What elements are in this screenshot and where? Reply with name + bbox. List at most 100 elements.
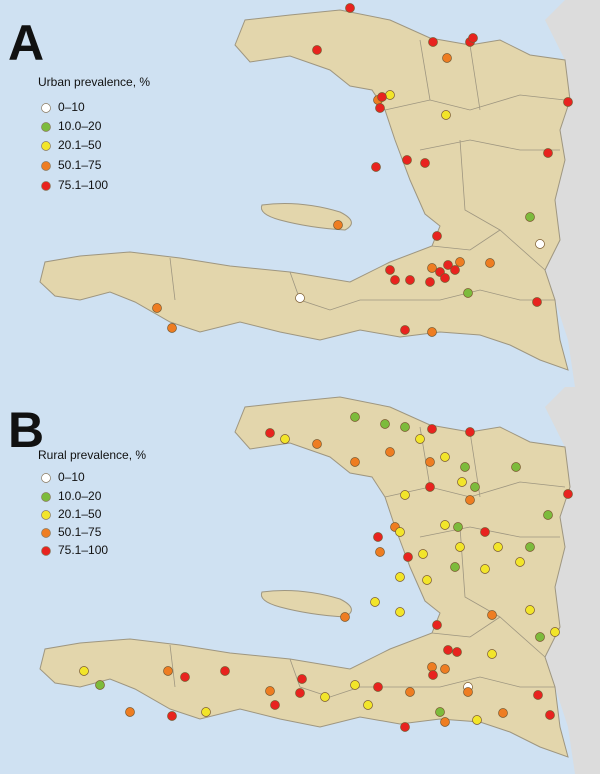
site-dot (201, 707, 211, 717)
site-dot (550, 627, 560, 637)
legend-swatch (41, 161, 51, 171)
legend-label: 75.1–100 (58, 178, 108, 192)
site-dot (455, 257, 465, 267)
legend-label: 20.1–50 (58, 507, 102, 521)
site-dot (468, 33, 478, 43)
site-dot (400, 422, 410, 432)
site-dot (427, 327, 437, 337)
site-dot (427, 662, 437, 672)
site-dot (563, 97, 573, 107)
site-dot (395, 527, 405, 537)
site-dot (395, 607, 405, 617)
site-dot (167, 323, 177, 333)
site-dot (422, 575, 432, 585)
site-dot (440, 717, 450, 727)
site-dot (452, 647, 462, 657)
site-dot (465, 427, 475, 437)
site-dot (427, 424, 437, 434)
legend-label: 10.0–20 (58, 489, 102, 503)
site-dot (440, 273, 450, 283)
site-dot (545, 710, 555, 720)
site-dot (525, 542, 535, 552)
site-dot (167, 711, 177, 721)
site-dot (460, 462, 470, 472)
site-dot (427, 263, 437, 273)
site-dot (363, 700, 373, 710)
site-dot (493, 542, 503, 552)
site-dot (532, 297, 542, 307)
site-dot (95, 680, 105, 690)
site-dot (428, 37, 438, 47)
legend-title: Rural prevalence, % (38, 448, 146, 462)
site-dot (443, 260, 453, 270)
legend-swatch (41, 492, 51, 502)
site-dot (312, 45, 322, 55)
site-dot (487, 649, 497, 659)
legend-label: 50.1–75 (58, 158, 102, 172)
site-dot (525, 212, 535, 222)
site-dot (440, 664, 450, 674)
site-dot (375, 547, 385, 557)
legend-label: 20.1–50 (58, 138, 102, 152)
legend-swatch (41, 181, 51, 191)
site-dot (345, 3, 355, 13)
site-dot (400, 490, 410, 500)
site-dot (405, 687, 415, 697)
site-dot (472, 715, 482, 725)
site-dot (380, 419, 390, 429)
site-dot (375, 103, 385, 113)
legend-label: 0–10 (58, 100, 85, 114)
site-dot (295, 293, 305, 303)
site-dot (297, 674, 307, 684)
site-dot (400, 325, 410, 335)
site-dot (385, 90, 395, 100)
site-dot (400, 722, 410, 732)
site-dot (485, 258, 495, 268)
site-dot (533, 690, 543, 700)
map-b (0, 386, 600, 774)
site-dot (312, 439, 322, 449)
site-dot (373, 682, 383, 692)
site-dot (535, 632, 545, 642)
site-dot (220, 666, 230, 676)
site-dot (402, 155, 412, 165)
site-dot (515, 557, 525, 567)
legend-label: 0–10 (58, 470, 85, 484)
site-dot (465, 495, 475, 505)
site-dot (320, 692, 330, 702)
site-dot (425, 277, 435, 287)
site-dot (180, 672, 190, 682)
site-dot (350, 457, 360, 467)
site-dot (340, 612, 350, 622)
site-dot (425, 482, 435, 492)
site-dot (487, 610, 497, 620)
site-dot (435, 707, 445, 717)
legend-swatch (41, 141, 51, 151)
site-dot (163, 666, 173, 676)
legend-swatch (41, 122, 51, 132)
site-dot (498, 708, 508, 718)
site-dot (442, 53, 452, 63)
site-dot (535, 239, 545, 249)
legend-label: 50.1–75 (58, 525, 102, 539)
site-dot (377, 92, 387, 102)
site-dot (420, 158, 430, 168)
site-dot (428, 670, 438, 680)
site-dot (457, 477, 467, 487)
site-dot (270, 700, 280, 710)
panel-label: B (8, 402, 44, 458)
site-dot (79, 666, 89, 676)
site-dot (125, 707, 135, 717)
site-dot (333, 220, 343, 230)
site-dot (480, 564, 490, 574)
site-dot (443, 645, 453, 655)
site-dot (295, 688, 305, 698)
site-dot (280, 434, 290, 444)
site-dot (543, 148, 553, 158)
site-dot (371, 162, 381, 172)
site-dot (265, 686, 275, 696)
site-dot (415, 434, 425, 444)
legend-swatch (41, 510, 51, 520)
site-dot (385, 447, 395, 457)
